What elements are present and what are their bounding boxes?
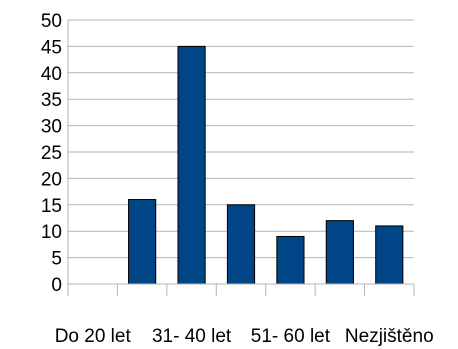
x-tick-labels: Do 20 let 31- 40 let 51- 60 let Nezjištěno: [55, 326, 434, 347]
y-tick-label: 0: [51, 275, 62, 296]
y-tick-label: 10: [41, 222, 62, 243]
y-tick-label: 50: [41, 11, 62, 32]
x-tick-label: 51- 60 let: [251, 326, 331, 347]
bar: [128, 199, 157, 285]
y-tick-label: 25: [41, 143, 62, 164]
bar: [325, 220, 354, 285]
y-tick-labels: 0 5 10 15 20 25 30 35 40 45 50: [41, 11, 62, 296]
x-tick-label: Do 20 let: [55, 326, 132, 347]
bars: [128, 45, 404, 285]
axes: [67, 20, 415, 296]
x-tick-label: 31- 40 let: [152, 326, 232, 347]
y-tick-label: 5: [51, 249, 62, 270]
y-tick-label: 40: [41, 64, 62, 85]
y-tick-label: 20: [41, 169, 62, 190]
bar: [177, 45, 206, 285]
y-tick-label: 30: [41, 117, 62, 138]
grid-lines: [68, 19, 414, 285]
bar: [226, 204, 256, 285]
x-tick-label: Nezjištěno: [345, 326, 434, 347]
y-tick-label: 45: [41, 37, 62, 58]
y-tick-label: 35: [41, 90, 62, 111]
y-tick-label: 15: [41, 196, 62, 217]
bar: [276, 235, 305, 285]
bar: [375, 225, 404, 285]
